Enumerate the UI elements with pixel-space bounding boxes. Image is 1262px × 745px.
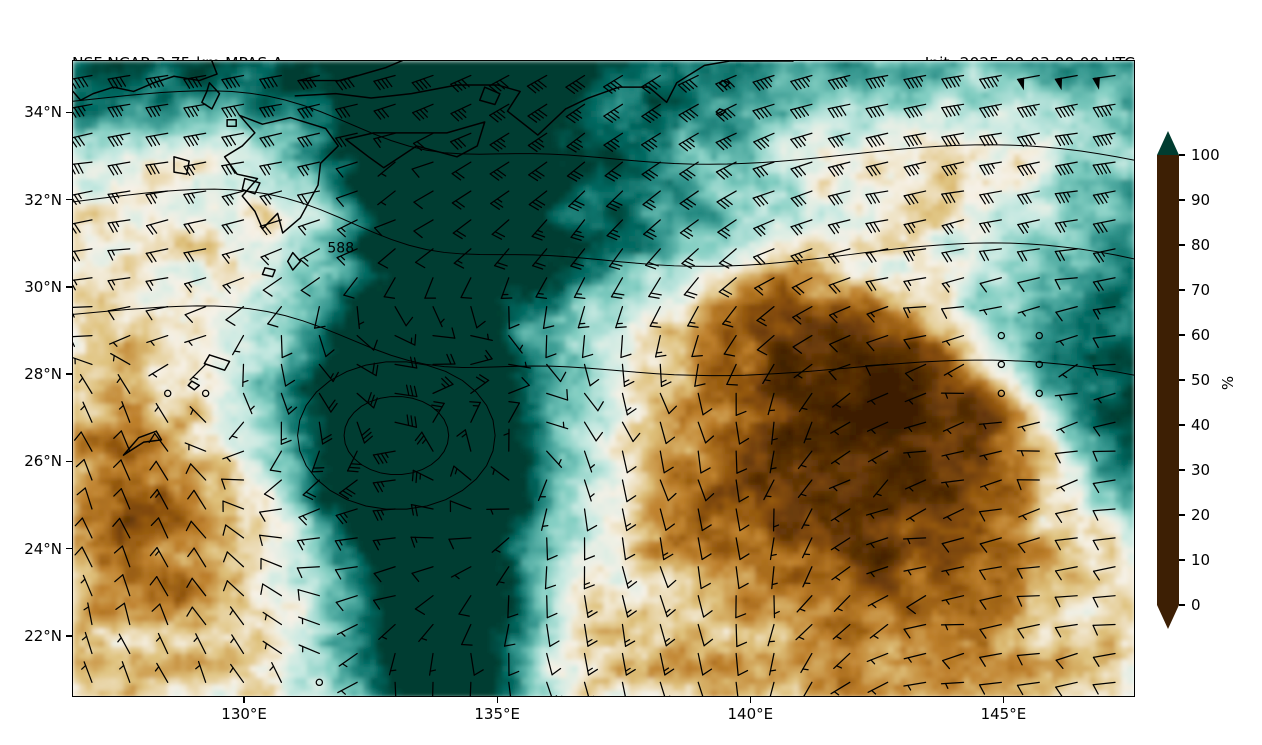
colorbar-tick-label: 30 <box>1191 461 1211 479</box>
colorbar-tick <box>1179 604 1185 606</box>
latitude-tick-label: 34°N <box>24 103 62 122</box>
longitude-tick <box>496 697 498 703</box>
colorbar-tick-label: 40 <box>1191 416 1211 434</box>
colorbar-tick-label: 90 <box>1191 191 1211 209</box>
latitude-tick <box>66 111 72 113</box>
coastlines <box>73 61 794 456</box>
colorbar-tick <box>1179 289 1185 291</box>
wind-barbs <box>73 74 1116 696</box>
latitude-tick-label: 30°N <box>24 277 62 296</box>
colorbar-extend-max-arrow <box>1157 131 1179 155</box>
colorbar-tick-label: 10 <box>1191 551 1211 569</box>
colorbar-tick <box>1179 379 1185 381</box>
colorbar-tick <box>1179 559 1185 561</box>
colorbar-tick <box>1179 334 1185 336</box>
latitude-tick-label: 24°N <box>24 539 62 558</box>
latitude-tick <box>66 548 72 550</box>
colorbar-tick-label: 80 <box>1191 236 1211 254</box>
longitude-tick-label: 130°E <box>221 705 267 723</box>
latitude-tick <box>66 373 72 375</box>
colorbar-tick <box>1179 424 1185 426</box>
map-canvas: 588 <box>73 61 1134 696</box>
latitude-tick-label: 28°N <box>24 365 62 384</box>
longitude-tick <box>749 697 751 703</box>
longitude-tick <box>1002 697 1005 703</box>
colorbar-tick <box>1179 514 1185 516</box>
colorbar-tick <box>1179 469 1185 471</box>
colorbar-tick <box>1179 199 1185 201</box>
colorbar-tick-label: 60 <box>1191 326 1211 344</box>
longitude-tick-label: 140°E <box>727 705 774 723</box>
colorbar-extend-min-arrow <box>1157 605 1179 629</box>
colorbar-tick <box>1179 154 1185 156</box>
colorbar[interactable]: 0 10 20 30 40 50 60 70 80 90 100 <box>1157 131 1220 629</box>
latitude-tick <box>66 635 72 637</box>
latitude-tick <box>66 286 72 288</box>
colorbar-tick-label: 100 <box>1191 146 1220 164</box>
latitude-tick <box>66 198 72 201</box>
contour-label-588: 588 <box>327 240 354 256</box>
map-plot-area[interactable]: 588 <box>72 60 1135 697</box>
longitude-tick <box>243 697 245 703</box>
latitude-tick-label: 22°N <box>24 626 62 645</box>
height-contours <box>73 90 1134 510</box>
latitude-tick <box>66 460 72 463</box>
longitude-tick-label: 135°E <box>474 705 520 723</box>
colorbar-tick-label: 20 <box>1191 506 1211 524</box>
latitude-tick-label: 32°N <box>24 190 62 209</box>
colorbar-tick-label: 50 <box>1191 371 1211 389</box>
colorbar-tick-label: 0 <box>1191 596 1201 614</box>
colorbar-tick-label: 70 <box>1191 281 1211 299</box>
longitude-tick-label: 145°E <box>980 705 1027 723</box>
latitude-tick-label: 26°N <box>24 452 62 471</box>
colorbar-unit-label: % <box>1219 375 1237 391</box>
colorbar-gradient <box>1157 155 1179 605</box>
colorbar-tick <box>1179 244 1185 246</box>
